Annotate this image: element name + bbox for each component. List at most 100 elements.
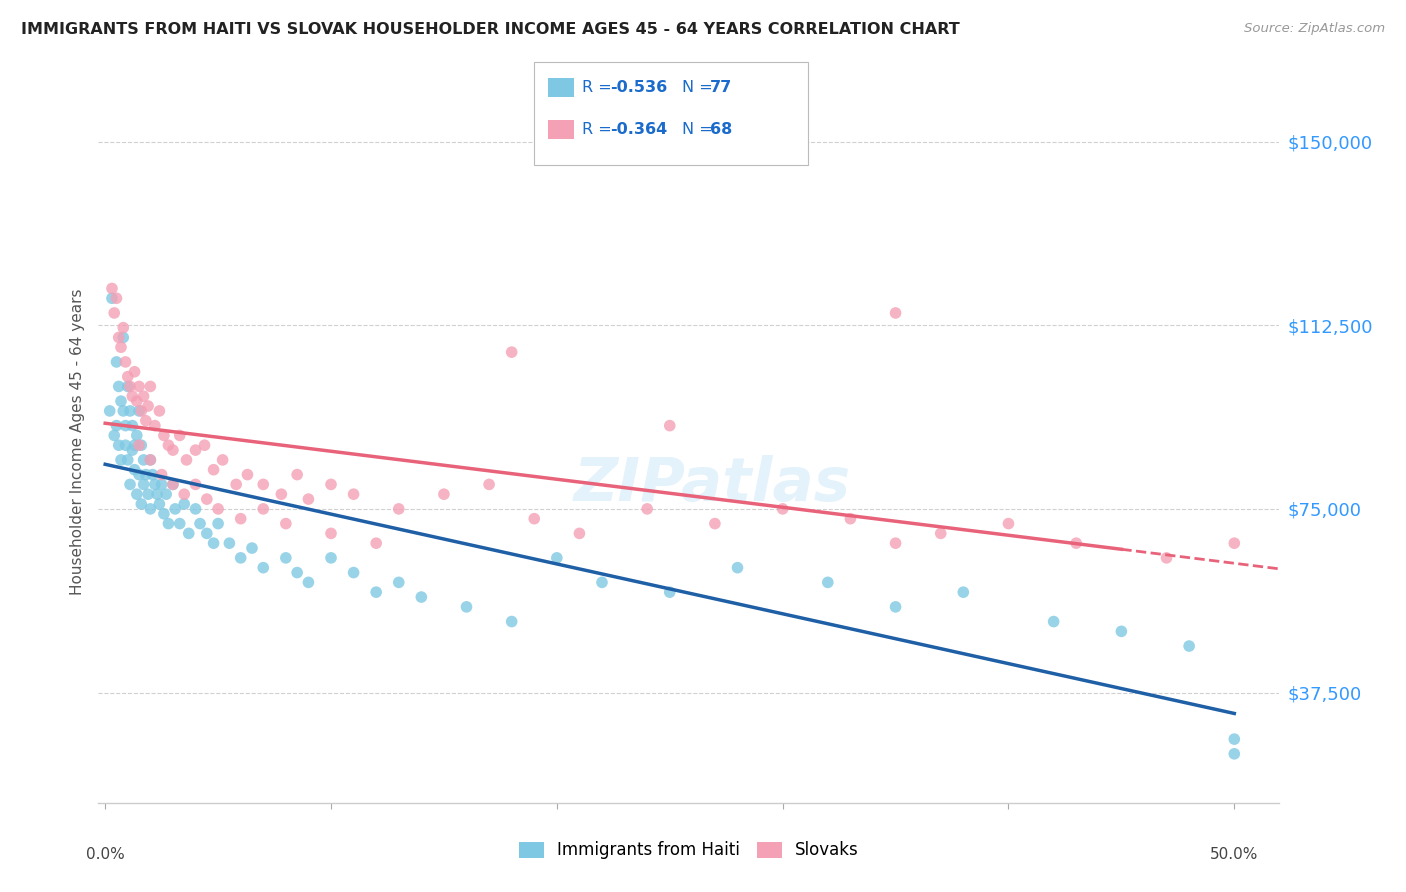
Point [236,467,259,482]
Text: R =: R = [582,80,617,95]
Point [132,389,155,403]
Point [252,560,274,574]
Point [150,477,173,491]
Point [173,497,195,511]
Point [997,516,1019,531]
Point [388,575,411,590]
Point [195,526,218,541]
Point [1064,536,1087,550]
Point [107,438,129,452]
Point [319,550,342,565]
Point [1042,615,1064,629]
Text: 68: 68 [710,122,733,136]
Point [107,379,129,393]
Point [1223,732,1246,747]
Point [207,516,229,531]
Point [1223,747,1246,761]
Point [188,516,211,531]
Text: IMMIGRANTS FROM HAITI VS SLOVAK HOUSEHOLDER INCOME AGES 45 - 64 YEARS CORRELATIO: IMMIGRANTS FROM HAITI VS SLOVAK HOUSEHOL… [21,22,960,37]
Point [110,340,132,354]
Point [225,477,247,491]
Point [884,306,907,320]
Point [193,438,215,452]
Point [128,379,150,393]
Point [319,526,342,541]
Point [132,453,155,467]
Point [177,526,200,541]
Point [772,502,794,516]
Point [125,428,148,442]
Point [202,463,225,477]
Point [114,418,136,433]
Point [143,418,166,433]
Point [157,438,180,452]
Point [169,428,191,442]
Point [157,516,180,531]
Point [658,585,681,599]
Point [501,345,523,359]
Point [184,477,207,491]
Point [124,365,146,379]
Point [117,369,139,384]
Point [114,355,136,369]
Point [105,355,128,369]
Point [229,511,252,525]
Point [121,389,143,403]
Point [211,453,233,467]
Point [1223,536,1246,550]
Point [107,330,129,344]
Point [1111,624,1133,639]
Point [195,492,218,507]
Point [162,477,184,491]
Text: -0.536: -0.536 [610,80,668,95]
Point [128,404,150,418]
Point [118,379,141,393]
Point [131,404,153,418]
Point [884,536,907,550]
Point [136,487,159,501]
Point [112,320,135,334]
Point [319,477,342,491]
Text: R =: R = [582,122,617,136]
Point [128,467,150,482]
Point [103,428,125,442]
Point [153,428,176,442]
Point [139,379,162,393]
Point [169,516,191,531]
Text: 77: 77 [710,80,733,95]
Point [103,306,125,320]
Point [118,404,141,418]
Point [297,492,319,507]
Point [135,414,157,428]
Point [125,487,148,501]
Text: N =: N = [682,122,718,136]
Point [202,536,225,550]
Point [139,502,162,516]
Point [105,291,128,305]
Point [952,585,974,599]
Point [388,502,411,516]
Point [929,526,952,541]
Point [501,615,523,629]
Text: -0.364: -0.364 [610,122,668,136]
Text: N =: N = [682,80,718,95]
Point [411,590,433,604]
Point [128,438,150,452]
Point [131,438,153,452]
Point [117,379,139,393]
Point [155,487,177,501]
Point [1178,639,1201,653]
Legend: Immigrants from Haiti, Slovaks: Immigrants from Haiti, Slovaks [519,841,859,860]
Point [546,550,568,565]
Point [342,566,364,580]
Point [176,453,198,467]
Text: Source: ZipAtlas.com: Source: ZipAtlas.com [1244,22,1385,36]
Point [131,497,153,511]
Text: ZIPatlas: ZIPatlas [574,456,851,515]
Point [150,467,173,482]
Point [658,418,681,433]
Point [101,281,124,295]
Point [636,502,658,516]
Point [218,536,240,550]
Point [229,550,252,565]
